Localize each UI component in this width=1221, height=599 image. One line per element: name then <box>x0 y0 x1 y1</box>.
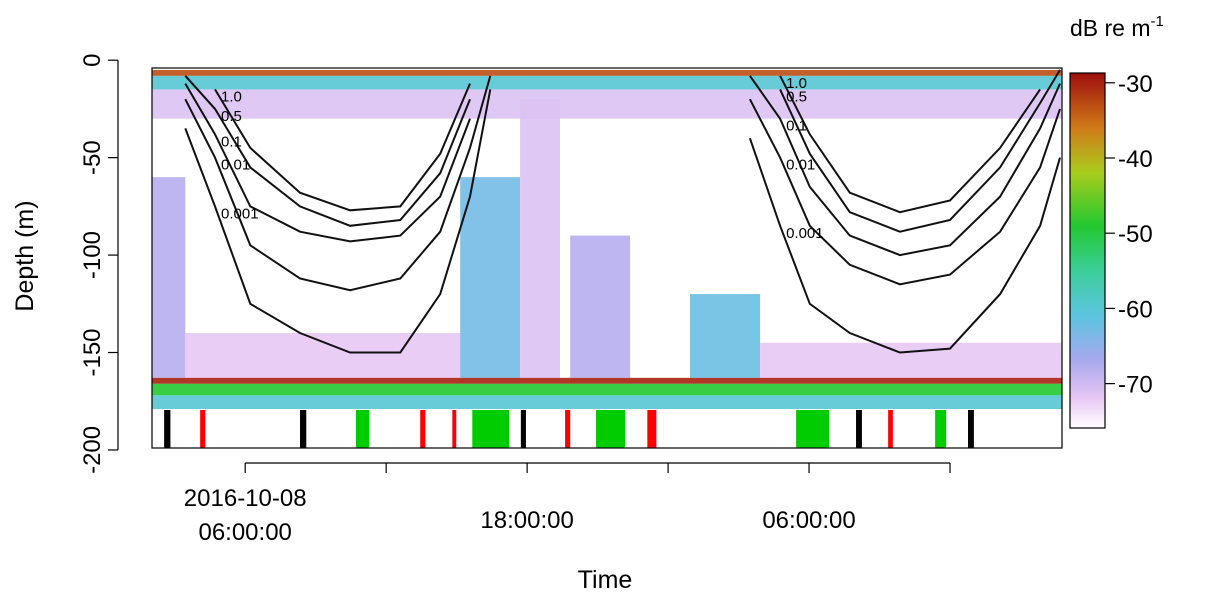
contour-line <box>779 69 1061 233</box>
echo-cell <box>152 177 186 378</box>
event <box>596 410 626 448</box>
event <box>452 410 457 448</box>
echogram <box>152 69 1062 410</box>
event <box>796 410 830 448</box>
echo-cell <box>152 395 1062 410</box>
colorbar-tick-label: -40 <box>1118 146 1153 173</box>
contour-line <box>184 83 471 243</box>
echo-cell <box>152 89 1062 119</box>
contour-label: 0.01 <box>221 157 250 174</box>
axes: 0 -50 -100 -150 -200 2016-10-08 06:00:00 18:00:… <box>79 54 1063 546</box>
echo-cell <box>185 333 461 378</box>
y-tick-label: -50 <box>79 140 106 175</box>
echo-cell <box>152 69 1062 76</box>
contour-line <box>748 137 1061 354</box>
event <box>420 410 426 448</box>
contour-label: 0.01 <box>786 157 815 174</box>
colorbar-title: dB re m-1 <box>1070 13 1164 41</box>
event <box>968 410 974 448</box>
event <box>856 410 862 448</box>
echo-cell <box>520 99 561 378</box>
event <box>647 410 657 448</box>
y-tick-label: -200 <box>79 426 106 474</box>
contour-label: 0.5 <box>221 108 242 125</box>
contour-line <box>779 75 1041 214</box>
contour-line <box>214 83 471 212</box>
contour-label: 1.0 <box>786 75 807 92</box>
contour-line <box>184 75 492 292</box>
echo-cell <box>460 177 521 378</box>
event <box>565 410 571 448</box>
contour-label: 0.001 <box>221 205 259 222</box>
colorbar-tick-label: -50 <box>1118 221 1153 248</box>
colorbar-tick-label: -30 <box>1118 71 1153 98</box>
x-tick-label: 2016-10-08 <box>184 485 307 512</box>
contour-label: 0.1 <box>221 133 242 150</box>
colorbar-tick-label: -70 <box>1118 372 1153 399</box>
x-tick-label: 06:00:00 <box>762 507 855 534</box>
contour-label: 0.001 <box>786 225 824 242</box>
contour-line <box>749 75 1061 257</box>
echo-cell <box>570 235 631 378</box>
event-strip <box>152 410 1062 448</box>
colorbar-title-sup: -1 <box>1151 13 1164 30</box>
contour-line <box>184 89 492 354</box>
event <box>200 410 206 448</box>
echo-cell <box>152 377 1062 384</box>
event <box>935 410 947 448</box>
y-tick-label: -150 <box>79 328 106 376</box>
colorbar-tick-label: -60 <box>1118 296 1153 323</box>
event <box>888 410 893 448</box>
event <box>300 410 307 448</box>
x-tick-label: 18:00:00 <box>480 507 573 534</box>
colorbar-gradient <box>1069 72 1106 429</box>
contour-line <box>749 98 1061 286</box>
x-tick-label: 06:00:00 <box>198 519 291 546</box>
colorbar: -30 -40 -50 -60 -70 <box>1069 71 1153 429</box>
echo-cell <box>152 383 1062 396</box>
event <box>356 410 370 448</box>
y-axis-title: Depth (m) <box>11 200 39 311</box>
contour-label: 0.5 <box>786 88 807 105</box>
echo-cell <box>152 75 1062 90</box>
contour-line <box>184 75 471 227</box>
event <box>520 410 526 448</box>
plot-frame <box>151 67 1063 449</box>
y-tick-label: 0 <box>79 54 106 67</box>
event <box>472 410 510 448</box>
x-axis-title: Time <box>578 566 633 594</box>
event <box>164 410 171 448</box>
contour-label: 1.0 <box>221 88 242 105</box>
echo-cell <box>760 342 1062 378</box>
colorbar-title-main: dB re m <box>1070 15 1151 41</box>
echo-cell <box>690 294 761 378</box>
y-tick-label: -100 <box>79 231 106 279</box>
contour-label: 0.1 <box>786 118 807 135</box>
